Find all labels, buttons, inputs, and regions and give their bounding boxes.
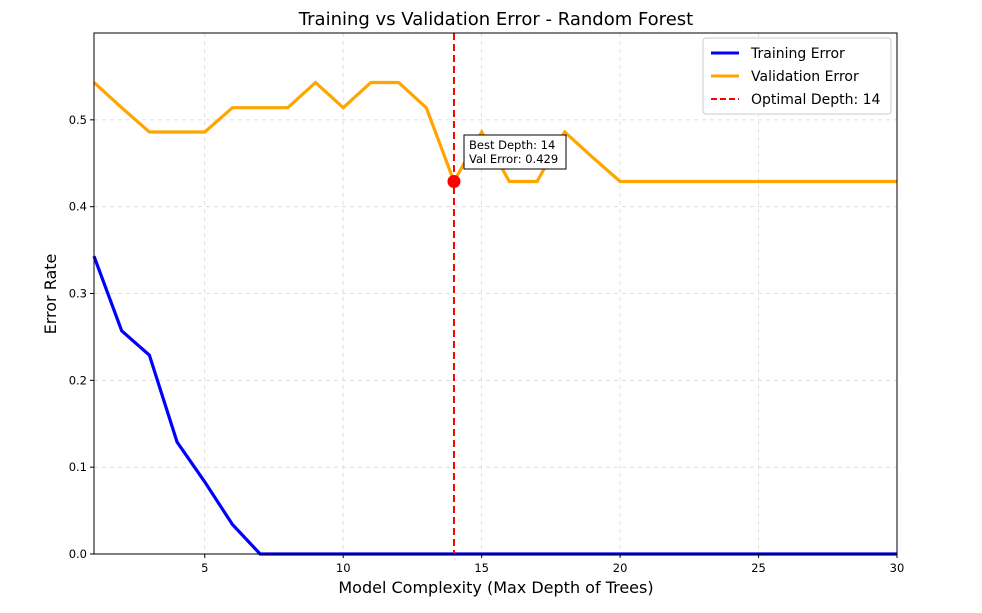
y-tick-label: 0.0 [69, 547, 87, 561]
legend-label-validation-error: Validation Error [751, 69, 859, 85]
best-depth-marker [447, 174, 461, 188]
y-tick-label: 0.1 [69, 460, 87, 474]
annotation-line-1: Best Depth: 14 [469, 138, 555, 152]
x-axis-ticks: 5 10 15 20 25 30 [201, 554, 904, 575]
legend-label-optimal-depth: Optimal Depth: 14 [751, 92, 881, 108]
x-tick-label: 5 [201, 561, 208, 575]
x-tick-label: 15 [474, 561, 489, 575]
y-axis-ticks: 0.0 0.1 0.2 0.3 0.4 0.5 [69, 113, 94, 561]
optimal-depth-line-group [447, 33, 461, 554]
y-tick-label: 0.5 [69, 113, 87, 127]
x-tick-label: 30 [890, 561, 905, 575]
legend: Training Error Validation Error Optimal … [702, 37, 892, 115]
x-tick-label: 20 [613, 561, 628, 575]
legend-label-training-error: Training Error [750, 46, 845, 62]
y-tick-label: 0.4 [69, 200, 87, 214]
y-tick-label: 0.2 [69, 373, 87, 387]
y-tick-label: 0.3 [69, 287, 87, 301]
annotation-box-frame [463, 134, 567, 170]
x-axis-label: Model Complexity (Max Depth of Trees) [338, 578, 653, 597]
y-axis-label: Error Rate [41, 254, 60, 335]
best-depth-annotation: Best Depth: 14 Val Error: 0.429 [463, 134, 567, 170]
training-error-line [92, 255, 897, 556]
x-tick-label: 25 [751, 561, 766, 575]
annotation-line-2: Val Error: 0.429 [469, 152, 558, 166]
legend-box [702, 37, 892, 115]
chart-title: Training vs Validation Error - Random Fo… [298, 9, 693, 30]
x-tick-label: 10 [336, 561, 351, 575]
